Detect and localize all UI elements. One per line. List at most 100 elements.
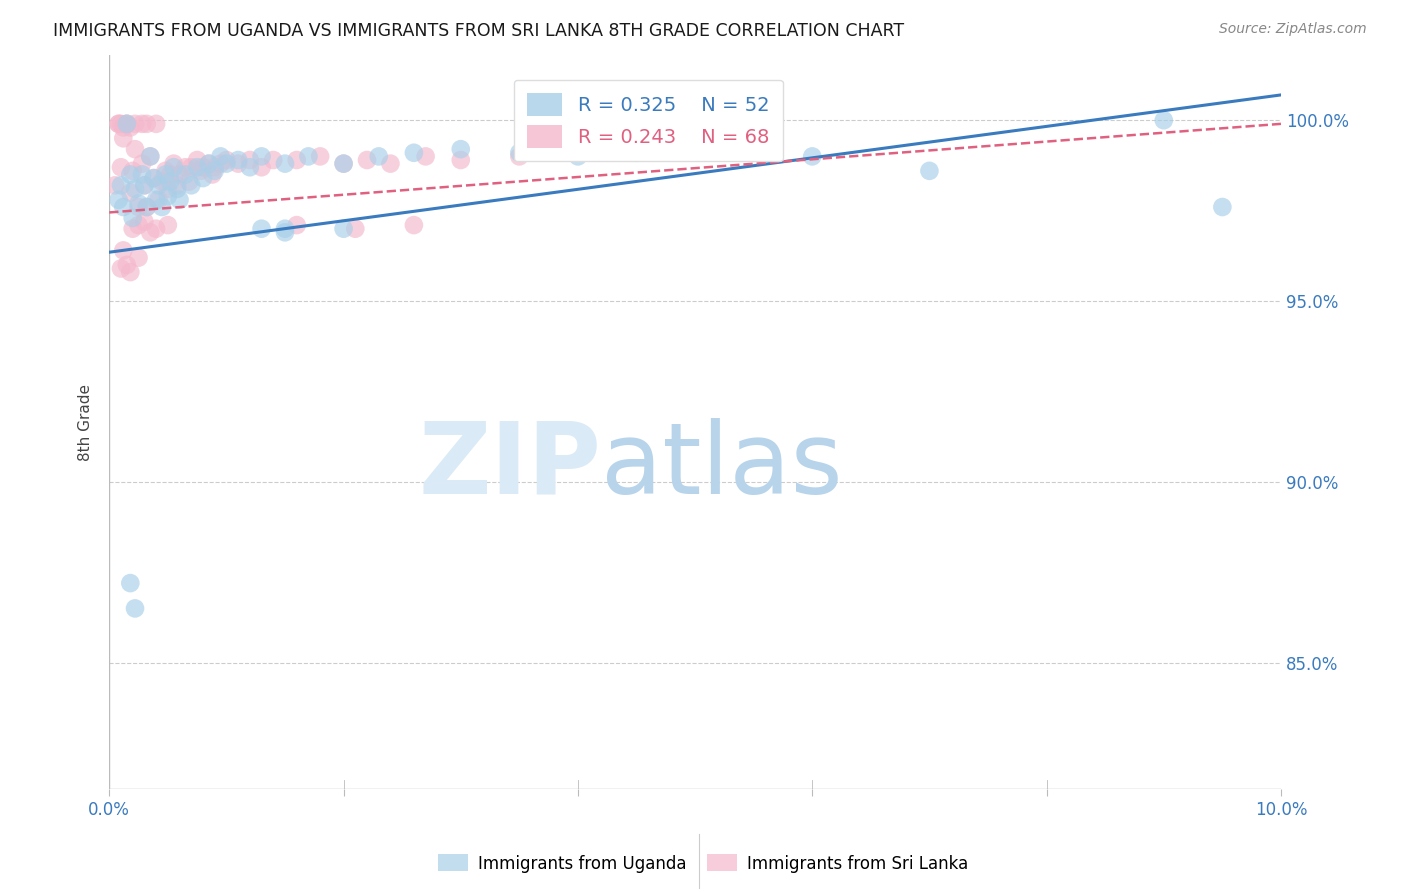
Point [110,160,132,174]
Point [159,168,181,182]
Point [274,225,297,239]
Point [190,164,212,178]
Text: Source: ZipAtlas.com: Source: ZipAtlas.com [1219,22,1367,37]
Point [380,156,402,170]
Point [186,153,208,167]
Point [145,221,167,235]
Point [169,193,191,207]
Point [180,160,202,174]
Point [155,164,177,178]
Point [567,149,589,163]
Point [344,221,367,235]
Point [131,156,153,170]
Point [121,164,143,178]
Y-axis label: 8th Grade: 8th Grade [79,384,93,460]
Text: atlas: atlas [602,417,844,515]
Point [142,171,165,186]
Legend: R = 0.325    N = 52, R = 0.243    N = 68: R = 0.325 N = 52, R = 0.243 N = 68 [513,79,783,161]
Point [139,149,162,163]
Point [402,145,425,160]
Point [120,120,142,135]
Point [134,214,156,228]
Point [128,196,150,211]
Point [239,160,262,174]
Point [148,193,170,207]
Point [250,221,273,235]
Text: IMMIGRANTS FROM UGANDA VS IMMIGRANTS FROM SRI LANKA 8TH GRADE CORRELATION CHART: IMMIGRANTS FROM UGANDA VS IMMIGRANTS FRO… [53,22,904,40]
Point [262,153,284,167]
Point [239,153,262,167]
Point [367,149,389,163]
Point [107,193,129,207]
Point [201,168,224,182]
Point [174,160,197,174]
Point [209,149,232,163]
Legend: Immigrants from Uganda, Immigrants from Sri Lanka: Immigrants from Uganda, Immigrants from … [432,847,974,880]
Point [145,117,167,131]
Point [309,149,332,163]
Point [332,156,354,170]
Point [115,117,138,131]
Point [150,200,173,214]
Point [209,156,232,170]
Point [215,153,238,167]
Point [142,171,165,186]
Point [191,160,214,174]
Point [450,142,472,156]
Point [163,156,186,170]
Point [186,160,208,174]
Point [110,261,132,276]
Point [508,145,530,160]
Point [801,149,824,163]
Point [120,186,142,200]
Point [332,221,354,235]
Point [156,182,179,196]
Point [332,156,354,170]
Point [156,218,179,232]
Point [180,178,202,193]
Point [918,164,941,178]
Point [155,168,177,182]
Point [402,218,425,232]
Point [128,251,150,265]
Point [107,117,129,131]
Point [166,178,188,193]
Point [150,175,173,189]
Point [508,149,530,163]
Point [226,153,249,167]
Point [450,153,472,167]
Point [124,142,146,156]
Point [115,258,138,272]
Point [134,178,156,193]
Point [121,211,143,225]
Point [112,120,135,135]
Point [135,117,157,131]
Text: ZIP: ZIP [419,417,602,515]
Point [128,218,150,232]
Point [124,601,146,615]
Point [163,160,186,174]
Point [148,178,170,193]
Point [626,145,648,160]
Point [131,168,153,182]
Point [1211,200,1233,214]
Point [134,178,156,193]
Point [250,160,273,174]
Point [110,178,132,193]
Point [204,164,226,178]
Point [1153,113,1175,128]
Point [139,225,162,239]
Point [285,153,308,167]
Point [107,117,129,131]
Point [285,218,308,232]
Point [166,182,188,196]
Point [415,149,437,163]
Point [250,149,273,163]
Point [120,265,142,279]
Point [169,168,191,182]
Point [356,153,378,167]
Point [120,168,142,182]
Point [112,200,135,214]
Point [145,193,167,207]
Point [274,221,297,235]
